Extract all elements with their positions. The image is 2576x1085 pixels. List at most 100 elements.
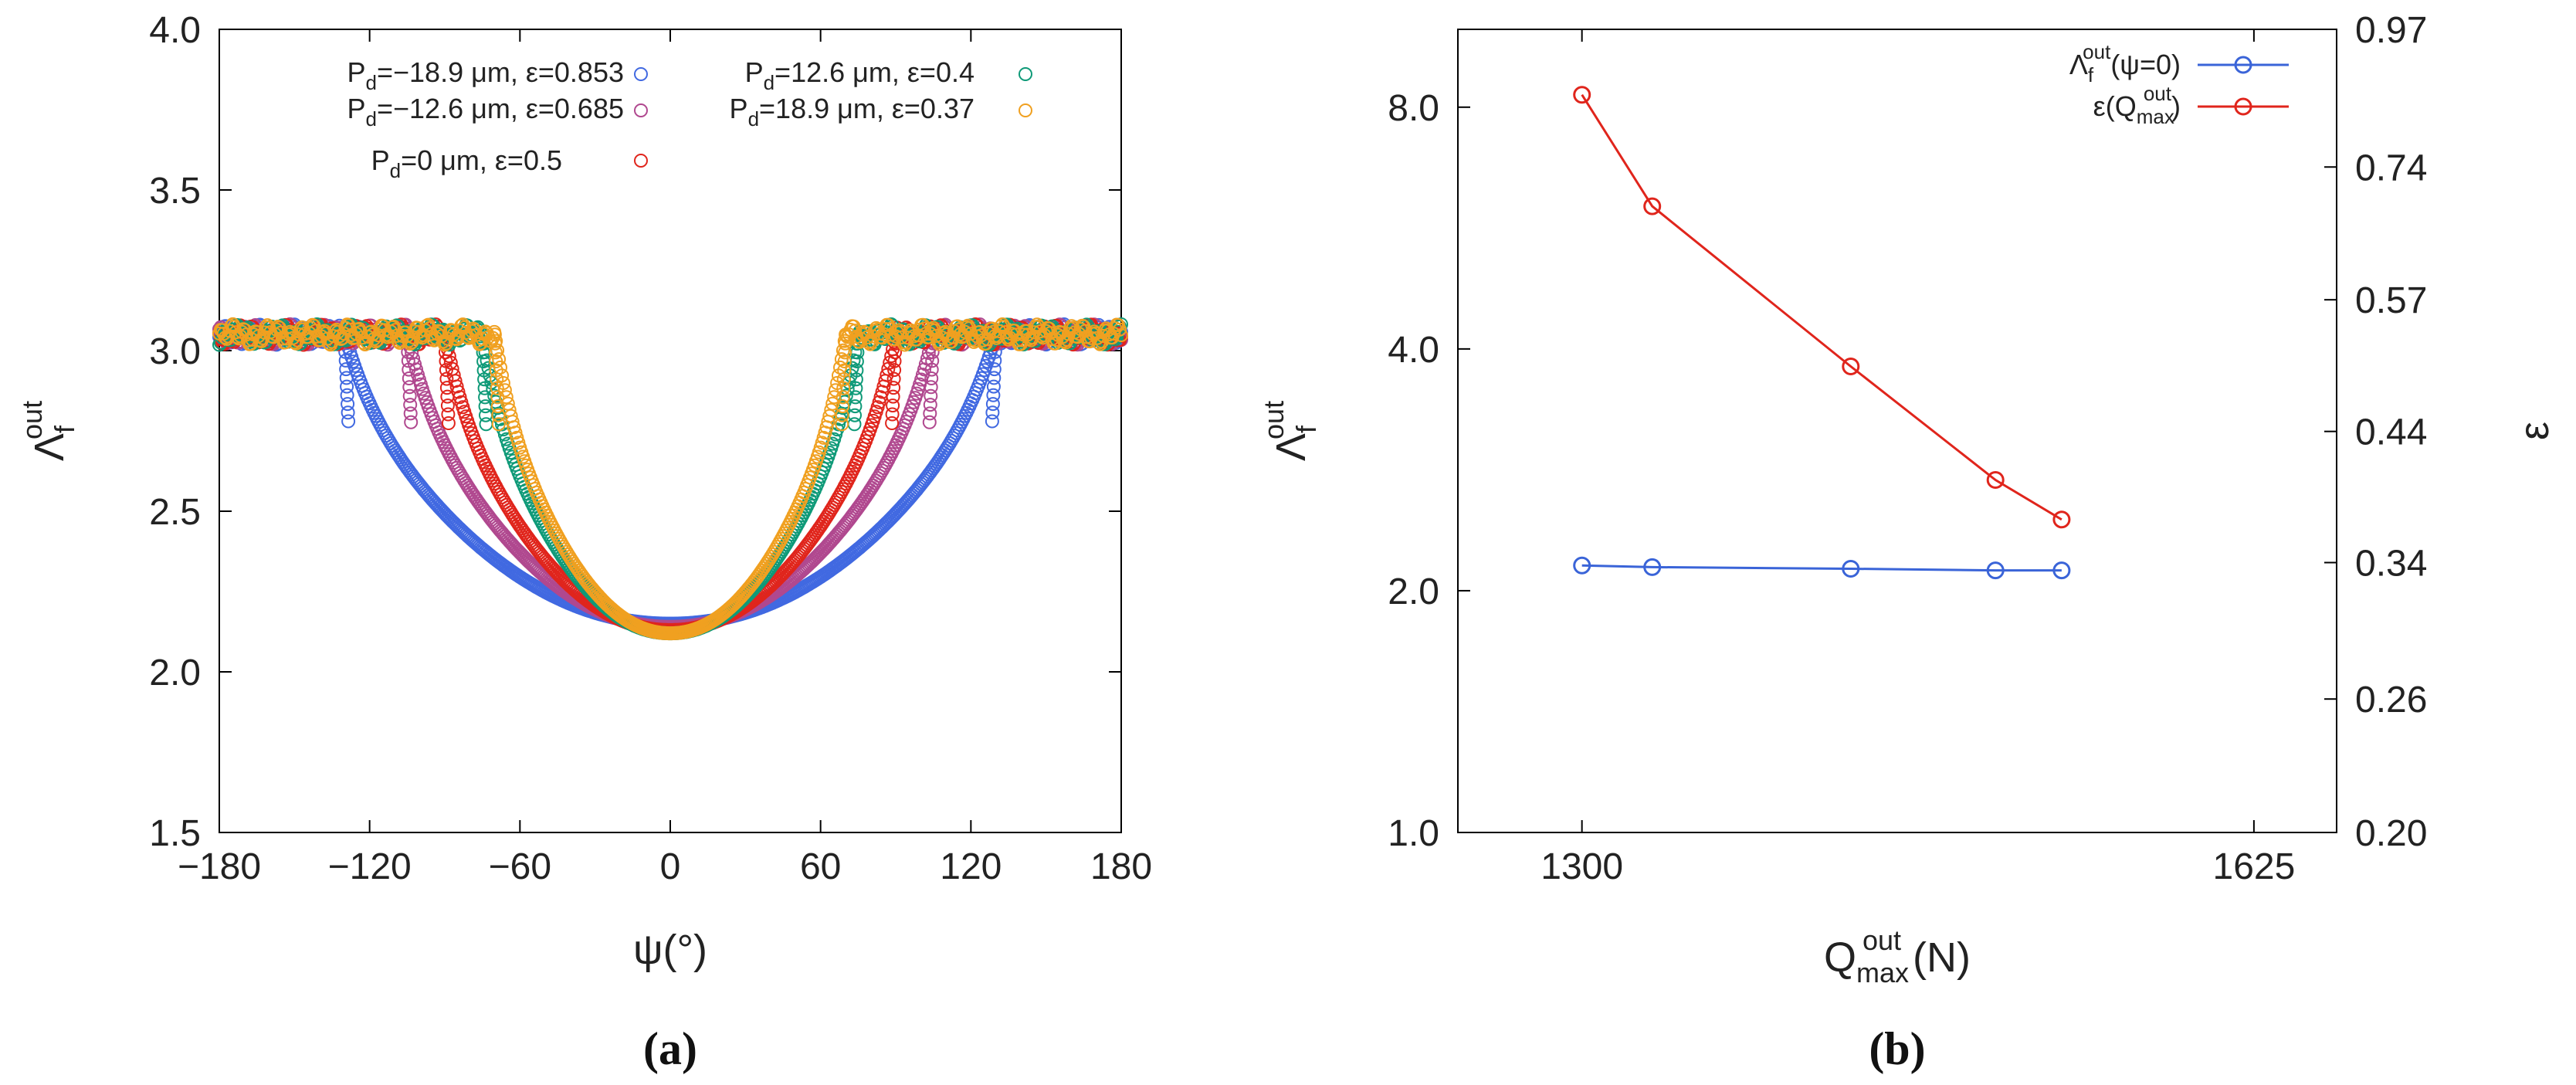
data-point bbox=[402, 371, 416, 385]
data-point bbox=[340, 379, 354, 394]
data-point bbox=[825, 396, 840, 411]
legend-marker-2 bbox=[634, 154, 648, 168]
x-tick-label: 0 bbox=[660, 846, 681, 887]
data-point bbox=[490, 381, 504, 395]
y-tick-label: 3.0 bbox=[149, 331, 201, 372]
x-tick-label: 180 bbox=[1090, 846, 1152, 887]
data-point bbox=[847, 417, 862, 432]
legend-label-4: Pd=18.9 μm, ε=0.37 bbox=[730, 93, 974, 131]
legend-label-2: Pd=0 μm, ε=0.5 bbox=[371, 144, 562, 182]
data-point bbox=[836, 372, 851, 387]
caption-a: (a) bbox=[643, 1023, 697, 1074]
data-point bbox=[2052, 561, 2071, 580]
chart-b: 1300 1625 1.0 2.0 4.0 8.0 0.20 0.26 0.34 0.44 0.57… bbox=[1258, 10, 2557, 1074]
data-point bbox=[985, 397, 1000, 412]
legend-marker-4 bbox=[1019, 103, 1032, 117]
x-tick-label: −60 bbox=[489, 846, 551, 887]
data-point bbox=[886, 389, 900, 404]
data-point bbox=[402, 388, 417, 403]
data-point bbox=[341, 414, 356, 429]
data-point bbox=[836, 343, 850, 358]
data-point bbox=[499, 390, 514, 405]
data-point bbox=[924, 371, 939, 385]
plot-frame bbox=[219, 29, 1122, 833]
data-point bbox=[488, 345, 503, 360]
data-point bbox=[440, 389, 455, 404]
data-point bbox=[925, 354, 940, 368]
series-4 bbox=[212, 317, 1128, 641]
data-point bbox=[368, 334, 383, 349]
data-point bbox=[489, 354, 503, 368]
y-left-tick-label: 1.0 bbox=[1388, 813, 1439, 854]
y-left-tick-label: 8.0 bbox=[1388, 88, 1439, 129]
data-point bbox=[995, 317, 1010, 331]
data-point bbox=[340, 388, 354, 402]
legend-marker-3 bbox=[1019, 67, 1032, 81]
data-point bbox=[885, 407, 900, 422]
legend-marker-0 bbox=[634, 67, 648, 81]
data-point bbox=[403, 406, 418, 421]
y-left-tick-label: 2.0 bbox=[1388, 571, 1439, 612]
data-point bbox=[836, 399, 850, 414]
data-point bbox=[837, 363, 852, 378]
data-point bbox=[1643, 558, 1662, 576]
y-left-tick-label: 4.0 bbox=[1388, 330, 1439, 371]
y-axis-label: Λfout bbox=[16, 401, 80, 461]
legend-marker-1 bbox=[634, 103, 648, 117]
data-point bbox=[287, 335, 302, 350]
data-point bbox=[441, 407, 456, 422]
x-tick-label: 1625 bbox=[2213, 846, 2296, 887]
data-point bbox=[985, 405, 1000, 420]
legend-marker-1 bbox=[2234, 97, 2252, 116]
legend-label-0: Pd=−18.9 μm, ε=0.853 bbox=[347, 56, 625, 94]
data-point bbox=[838, 345, 852, 360]
data-point bbox=[827, 390, 842, 405]
chart-a: −180 −120 −60 0 60 120 180 1.5 2.0 2.5 3.0 3.5 4.0 ψ(… bbox=[16, 10, 1152, 1074]
plot-frame bbox=[1457, 29, 2337, 833]
data-point bbox=[292, 327, 307, 342]
x-axis-label: Qmaxout (N) bbox=[1824, 924, 1971, 988]
y-tick-label: 2.0 bbox=[149, 653, 201, 693]
series-line-0 bbox=[1581, 564, 2062, 572]
data-point bbox=[987, 362, 1002, 377]
x-tick-label: 60 bbox=[800, 846, 841, 887]
data-point bbox=[403, 337, 418, 351]
data-point bbox=[1093, 337, 1107, 351]
data-point bbox=[987, 371, 1002, 385]
y-right-tick-label: 0.57 bbox=[2355, 280, 2427, 321]
data-point bbox=[339, 371, 354, 385]
data-point bbox=[838, 336, 852, 351]
data-point bbox=[836, 381, 851, 395]
y-left-axis-label: Λfout bbox=[1258, 401, 1322, 461]
data-point bbox=[489, 363, 503, 378]
y-right-tick-label: 0.44 bbox=[2355, 412, 2427, 453]
data-point bbox=[924, 362, 939, 377]
series-2 bbox=[212, 317, 1128, 637]
x-tick-label: −180 bbox=[178, 846, 261, 887]
data-point bbox=[887, 363, 902, 378]
legend-label-1: Pd=−12.6 μm, ε=0.685 bbox=[347, 93, 625, 131]
data-point bbox=[490, 372, 504, 387]
data-point bbox=[924, 388, 938, 403]
y-right-tick-label: 0.26 bbox=[2355, 680, 2427, 721]
x-tick-label: 120 bbox=[940, 846, 1002, 887]
data-point bbox=[419, 318, 434, 333]
data-point bbox=[1842, 560, 1860, 578]
y-tick-label: 2.5 bbox=[149, 492, 201, 533]
data-point bbox=[885, 416, 900, 430]
data-point bbox=[341, 405, 355, 420]
data-point bbox=[401, 354, 415, 368]
data-point bbox=[441, 416, 456, 430]
data-point bbox=[402, 380, 417, 395]
y-right-tick-label: 0.20 bbox=[2355, 813, 2427, 854]
data-point bbox=[1113, 322, 1127, 337]
data-point bbox=[402, 362, 416, 377]
data-point bbox=[497, 383, 512, 398]
y-tick-label: 3.5 bbox=[149, 171, 201, 212]
y-right-tick-label: 0.34 bbox=[2355, 543, 2427, 584]
data-point bbox=[487, 327, 502, 342]
data-point bbox=[403, 398, 418, 412]
data-point bbox=[836, 390, 850, 405]
data-point bbox=[886, 398, 900, 413]
